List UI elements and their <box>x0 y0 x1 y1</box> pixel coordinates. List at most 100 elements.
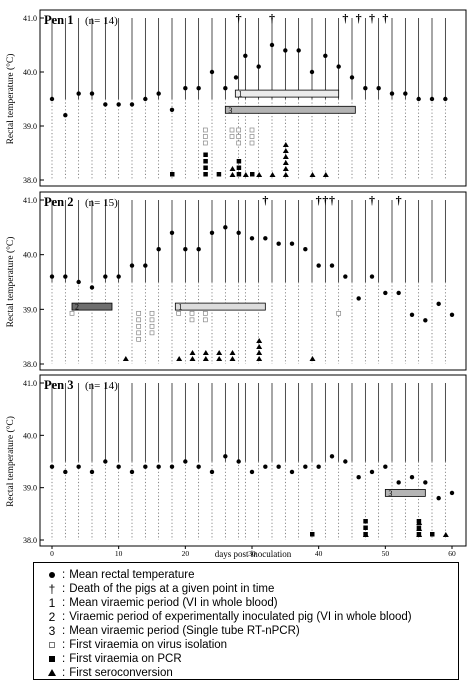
seroconversion-triangle <box>256 338 263 343</box>
seroconversion-triangle <box>122 356 129 361</box>
seroconversion-triangle <box>442 532 449 537</box>
death-marker: † <box>369 11 375 25</box>
triangle-icon <box>48 669 56 676</box>
mean-temperature-point <box>156 91 161 96</box>
seroconversion-triangle <box>362 532 369 537</box>
dot-icon <box>49 572 55 578</box>
seroconversion-triangle <box>282 154 289 159</box>
mean-temperature-point <box>209 469 215 475</box>
vi-square <box>202 310 208 316</box>
vi-square <box>149 317 155 323</box>
death-marker: † <box>342 11 348 25</box>
vi-square <box>249 127 255 133</box>
mean-temperature-point <box>423 480 428 485</box>
mean-temperature-point <box>296 48 301 53</box>
mean-temperature-point <box>63 469 68 475</box>
mean-temperature-point <box>403 91 408 96</box>
mean-temperature-point <box>236 459 241 464</box>
mean-temperature-point <box>196 247 201 252</box>
legend-text: First viraemia on virus isolation <box>69 639 228 652</box>
pcr-square <box>236 159 242 164</box>
vi-square <box>189 317 195 323</box>
mean-temperature-point <box>383 290 388 296</box>
legend-item-vi: : First viraemia on virus isolation <box>42 638 227 652</box>
vi-square <box>136 323 142 329</box>
mean-temperature-point <box>429 96 435 102</box>
death-marker: † <box>236 11 242 25</box>
y-tick-label: 38.0 <box>23 360 37 369</box>
panel-title: Pen 1 <box>44 13 74 27</box>
mean-temperature-point <box>423 318 428 323</box>
x-tick-label: 40 <box>315 549 323 558</box>
legend-item-seroconversion: : First seroconversion <box>42 666 173 680</box>
seroconversion-triangle <box>189 350 196 355</box>
mean-temperature-point <box>243 53 248 58</box>
viraemic-period-bar <box>384 488 426 497</box>
mean-temperature-point <box>383 464 388 469</box>
x-tick-label: 20 <box>182 549 190 558</box>
x-axis: 0 10 20 30 40 50 60 days post inoculation <box>50 546 456 559</box>
seroconversion-triangle <box>282 172 289 177</box>
mean-temperature-point <box>416 96 421 102</box>
legend-text: Mean viraemic period (Single tube RT-nPC… <box>69 625 300 638</box>
viraemic-period-label: 1 <box>178 303 182 312</box>
y-tick-label: 39.0 <box>23 484 37 493</box>
mean-temperature-point <box>276 464 281 469</box>
seroconversion-triangle <box>256 356 263 361</box>
mean-temperature-point <box>449 490 455 496</box>
y-axis-title: Rectal temperature (°C) <box>5 54 16 145</box>
y-tick-label: 40.0 <box>23 431 37 440</box>
viraemic-period-bar <box>224 105 356 114</box>
mean-temperature-point <box>169 464 175 469</box>
mean-temperature-point <box>369 469 375 475</box>
mean-temperature-point <box>256 64 261 69</box>
mean-temperature-point <box>233 75 239 80</box>
legend-item-temperature: : Mean rectal temperature <box>42 568 195 582</box>
seroconversion-triangle <box>202 356 209 361</box>
mean-temperature-point <box>303 247 308 252</box>
mean-temperature-point <box>196 464 201 469</box>
mean-temperature-point <box>303 464 308 469</box>
legend-item-period-3: 3: Mean viraemic period (Single tube RT-n… <box>42 624 300 638</box>
x-tick-label: 60 <box>448 549 456 558</box>
panel-3: 38.0 39.0 40.0 41.0 Rectal temperature (°C) P… <box>5 374 467 547</box>
death-marker: † <box>356 11 362 25</box>
vi-square <box>149 323 155 329</box>
y-tick-label: 41.0 <box>23 196 37 205</box>
panel-n-label: (n= 15) <box>85 197 118 209</box>
vi-square <box>149 330 155 336</box>
viraemic-period-label: 2 <box>75 303 79 312</box>
mean-temperature-point <box>443 96 448 102</box>
seroconversion-triangle <box>416 520 423 525</box>
mean-temperature-point <box>49 274 55 279</box>
mean-temperature-point <box>223 86 228 91</box>
mean-temperature-point <box>143 96 148 102</box>
mean-temperature-point <box>209 69 215 75</box>
legend-text: Viraemic period of experimentally inocul… <box>69 611 412 624</box>
x-axis-title: days post inoculation <box>215 549 292 559</box>
mean-temperature-point <box>316 464 321 469</box>
mean-temperature-point <box>76 279 81 285</box>
pcr-square <box>203 172 208 177</box>
legend-text: Mean rectal temperature <box>69 569 195 582</box>
mean-temperature-point <box>309 69 315 75</box>
chart-panels: 38.0 39.0 40.0 41.0 Rectal temperature (°C) P… <box>5 9 467 547</box>
mean-temperature-point <box>263 236 268 241</box>
legend-text: First viraemia on PCR <box>69 653 182 666</box>
mean-temperature-point <box>129 263 135 268</box>
vi-square <box>249 134 255 139</box>
vi-square <box>249 140 255 146</box>
mean-temperature-point <box>376 86 381 91</box>
seroconversion-triangle <box>416 526 423 531</box>
legend: : Mean rectal temperature †: Death of the … <box>33 562 459 680</box>
seroconversion-triangle <box>309 172 316 177</box>
viraemic-period-label: 1 <box>238 90 242 99</box>
viraemic-period-bar <box>174 302 266 311</box>
seroconversion-triangle <box>282 148 289 153</box>
viraemic-period-bar <box>71 302 113 311</box>
seroconversion-triangle <box>189 356 196 361</box>
pcr-square <box>203 159 208 164</box>
seroconversion-triangle <box>229 166 236 171</box>
pcr-square <box>170 172 175 177</box>
mean-temperature-point <box>63 274 68 279</box>
